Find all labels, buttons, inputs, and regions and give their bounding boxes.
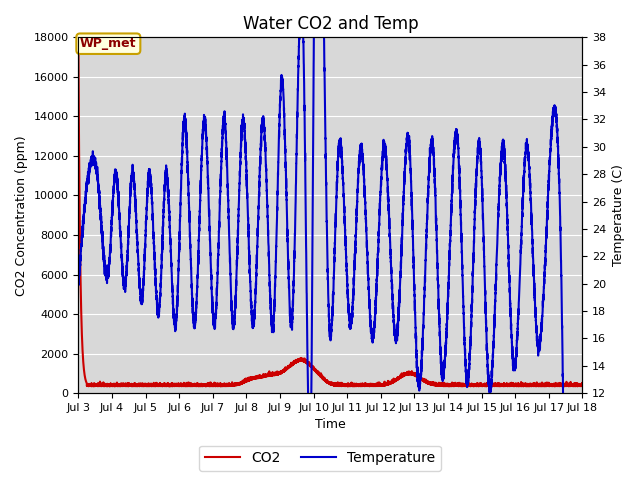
Temperature [100, 256, 108, 262]
Line: CO2: CO2 [79, 47, 582, 386]
Temperature [476, 143, 483, 149]
Temperature [75, 278, 83, 284]
Temperature [395, 308, 403, 313]
Text: WP_met: WP_met [80, 37, 136, 50]
CO2 [579, 382, 586, 388]
CO2 [212, 384, 220, 389]
Legend: CO2, Temperature: CO2, Temperature [200, 445, 440, 471]
Temperature [373, 276, 381, 282]
CO2 [75, 44, 83, 50]
Line: Temperature: Temperature [79, 0, 582, 480]
Title: Water CO2 and Temp: Water CO2 and Temp [243, 15, 419, 33]
CO2 [257, 374, 265, 380]
Temperature [448, 184, 456, 190]
CO2 [373, 383, 381, 389]
X-axis label: Time: Time [315, 419, 346, 432]
CO2 [395, 376, 403, 382]
Y-axis label: Temperature (C): Temperature (C) [612, 164, 625, 266]
Y-axis label: CO2 Concentration (ppm): CO2 Concentration (ppm) [15, 135, 28, 296]
CO2 [100, 383, 108, 389]
CO2 [476, 383, 483, 388]
CO2 [448, 383, 456, 389]
Temperature [257, 142, 265, 147]
